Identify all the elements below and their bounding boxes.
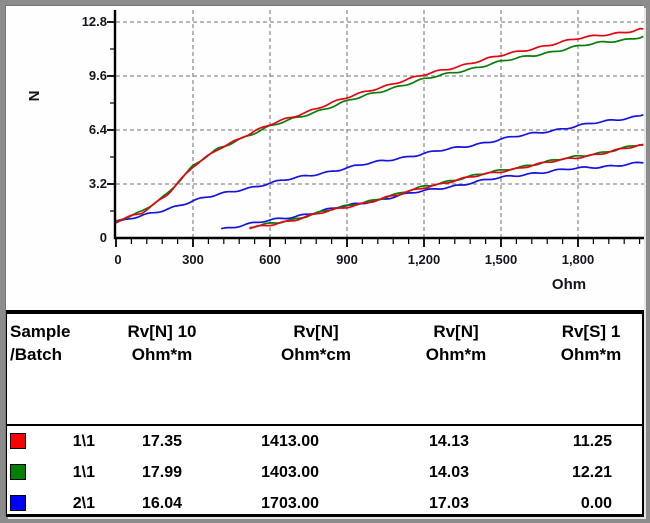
x-tick-label: 1,500 bbox=[485, 252, 518, 267]
cell-rvn10: 17.35 bbox=[141, 433, 182, 450]
col-header-sample-batch: Sample /Batch bbox=[10, 322, 71, 364]
x-axis-title: Ohm bbox=[552, 276, 586, 293]
cell-sample-batch: 1\1 bbox=[72, 433, 95, 450]
table-row[interactable]: 1\1 17.99 1403.00 14.03 12.21 bbox=[7, 457, 642, 488]
x-tick-label: 900 bbox=[336, 252, 358, 267]
x-tick-label: 300 bbox=[182, 252, 204, 267]
cell-rvs1: 0.00 bbox=[580, 495, 612, 512]
resistance-chart: 0 3.2 6.4 9.6 12.8 0 300 600 900 1,200 1… bbox=[6, 6, 644, 310]
cell-rvs1: 11.25 bbox=[572, 433, 612, 450]
table-row[interactable]: 2\1 16.04 1703.00 17.03 0.00 bbox=[7, 488, 642, 514]
series-color-swatch-blue bbox=[10, 495, 26, 511]
series-color-swatch-green bbox=[10, 464, 26, 480]
results-table: Sample /Batch Rv[N] 10 Ohm*m Rv[N] Ohm*c… bbox=[6, 310, 644, 517]
cell-rvn-cm: 1403.00 bbox=[261, 464, 319, 481]
x-tick-label: 1,200 bbox=[408, 252, 441, 267]
cell-rvn-m: 14.03 bbox=[428, 464, 469, 481]
chart-canvas: 0 3.2 6.4 9.6 12.8 0 300 600 900 1,200 1… bbox=[26, 10, 644, 293]
y-axis-title: N bbox=[26, 91, 43, 102]
x-tick-label: 1,800 bbox=[562, 252, 595, 267]
x-tick-label: 600 bbox=[259, 252, 281, 267]
y-tick-label: 9.6 bbox=[89, 68, 107, 83]
col-header-rvn10-ohmm: Rv[N] 10 Ohm*m bbox=[127, 322, 197, 364]
col-header-rvn-ohmm: Rv[N] Ohm*m bbox=[425, 322, 487, 364]
series-color-swatch-red bbox=[10, 433, 26, 449]
cell-rvn10: 16.04 bbox=[141, 495, 182, 512]
header-divider bbox=[7, 424, 642, 426]
cell-rvn10: 17.99 bbox=[141, 464, 182, 481]
col-header-rvn-ohmcm: Rv[N] Ohm*cm bbox=[281, 322, 351, 364]
y-tick-label: 0 bbox=[100, 230, 107, 245]
y-tick-label: 12.8 bbox=[82, 14, 107, 29]
cell-rvn-cm: 1413.00 bbox=[261, 433, 319, 450]
cell-rvn-m: 17.03 bbox=[428, 495, 469, 512]
x-tick-label: 0 bbox=[114, 252, 121, 267]
cell-rvs1: 12.21 bbox=[571, 464, 612, 481]
y-tick-label: 6.4 bbox=[89, 122, 108, 137]
col-header-rvs1-ohmm: Rv[S] 1 Ohm*m bbox=[560, 322, 622, 364]
cell-rvn-cm: 1703.00 bbox=[261, 495, 319, 512]
report-content: 0 3.2 6.4 9.6 12.8 0 300 600 900 1,200 1… bbox=[6, 6, 644, 517]
y-tick-label: 3.2 bbox=[89, 176, 107, 191]
cell-rvn-m: 14.13 bbox=[428, 433, 469, 450]
cell-sample-batch: 2\1 bbox=[72, 495, 95, 512]
table-row[interactable]: 1\1 17.35 1413.00 14.13 11.25 bbox=[7, 426, 642, 457]
cell-sample-batch: 1\1 bbox=[72, 464, 95, 481]
